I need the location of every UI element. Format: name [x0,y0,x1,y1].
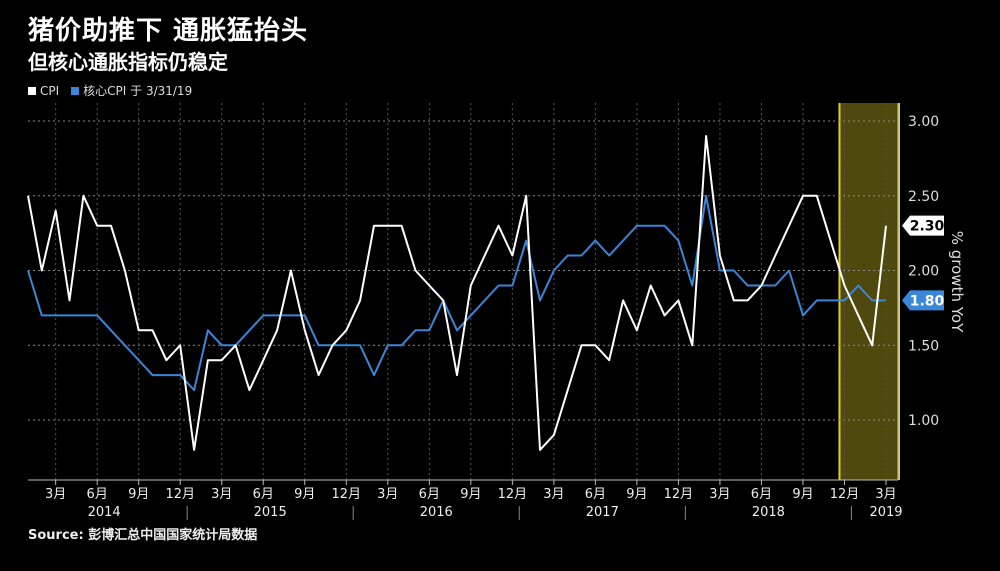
x-tick-label: 12月 [830,487,860,502]
x-tick-label: 9月 [294,487,315,502]
x-tick-label: 3月 [875,487,896,502]
series-line-cpi [27,135,887,451]
x-tick-label: 6月 [751,487,772,502]
x-year-label: 2018 [752,505,785,520]
chart-title: 猪价助推下 通胀猛抬头 [28,16,309,46]
y-tick-label: 1.50 [908,338,939,354]
x-tick-label: 3月 [211,487,232,502]
y-tick-label: 1.00 [908,413,939,429]
x-tick-label: 6月 [87,487,108,502]
legend-label-cpi: CPI [40,83,60,98]
legend-label-core-cpi: 核心CPI 于 3/31/19 [83,84,193,98]
x-tick-label: 12月 [498,487,528,502]
x-tick-label: 3月 [543,487,564,502]
last-value-label-cpi: 2.30 [910,219,945,235]
y-axis-title: % growth YoY [948,231,966,333]
x-tick-label: 9月 [128,487,149,502]
x-year-label: 2015 [254,505,287,520]
source-note: Source: 彭博汇总中国国家统计局数据 [28,528,258,543]
y-tick-label: 2.00 [908,264,939,280]
series-line-core-cpi [27,194,886,392]
legend: CPI 核心CPI 于 3/31/19 [28,82,192,99]
x-year-label: 2016 [420,505,453,520]
x-tick-label: 9月 [792,487,813,502]
legend-swatch-cpi [28,86,36,95]
highlight-band [839,103,899,480]
x-tick-label: 6月 [585,487,606,502]
last-value-badge-cpi [902,215,944,236]
x-tick-label: 3月 [377,487,398,502]
x-tick-label: 12月 [664,487,694,502]
y-tick-label: 3.00 [908,114,939,130]
x-tick-label: 6月 [253,487,274,502]
last-value-badge-core-cpi [902,290,944,311]
legend-item-core-cpi: 核心CPI 于 3/31/19 [71,82,192,99]
x-year-label: 2014 [88,505,121,520]
x-year-label: 2019 [869,505,902,520]
x-year-label: 2017 [586,505,619,520]
legend-item-cpi: CPI [28,84,59,98]
last-value-label-core-cpi: 1.80 [910,293,945,309]
x-tick-label: 6月 [419,487,440,502]
legend-swatch-core-cpi [71,86,80,95]
x-tick-label: 3月 [709,487,730,502]
chart-subtitle: 但核心通胀指标仍稳定 [28,50,228,74]
y-tick-label: 2.50 [908,189,939,205]
x-tick-label: 9月 [626,487,647,502]
x-tick-label: 9月 [460,487,481,502]
x-tick-label: 12月 [165,487,195,502]
x-tick-label: 12月 [332,487,362,502]
x-tick-label: 3月 [45,487,66,502]
